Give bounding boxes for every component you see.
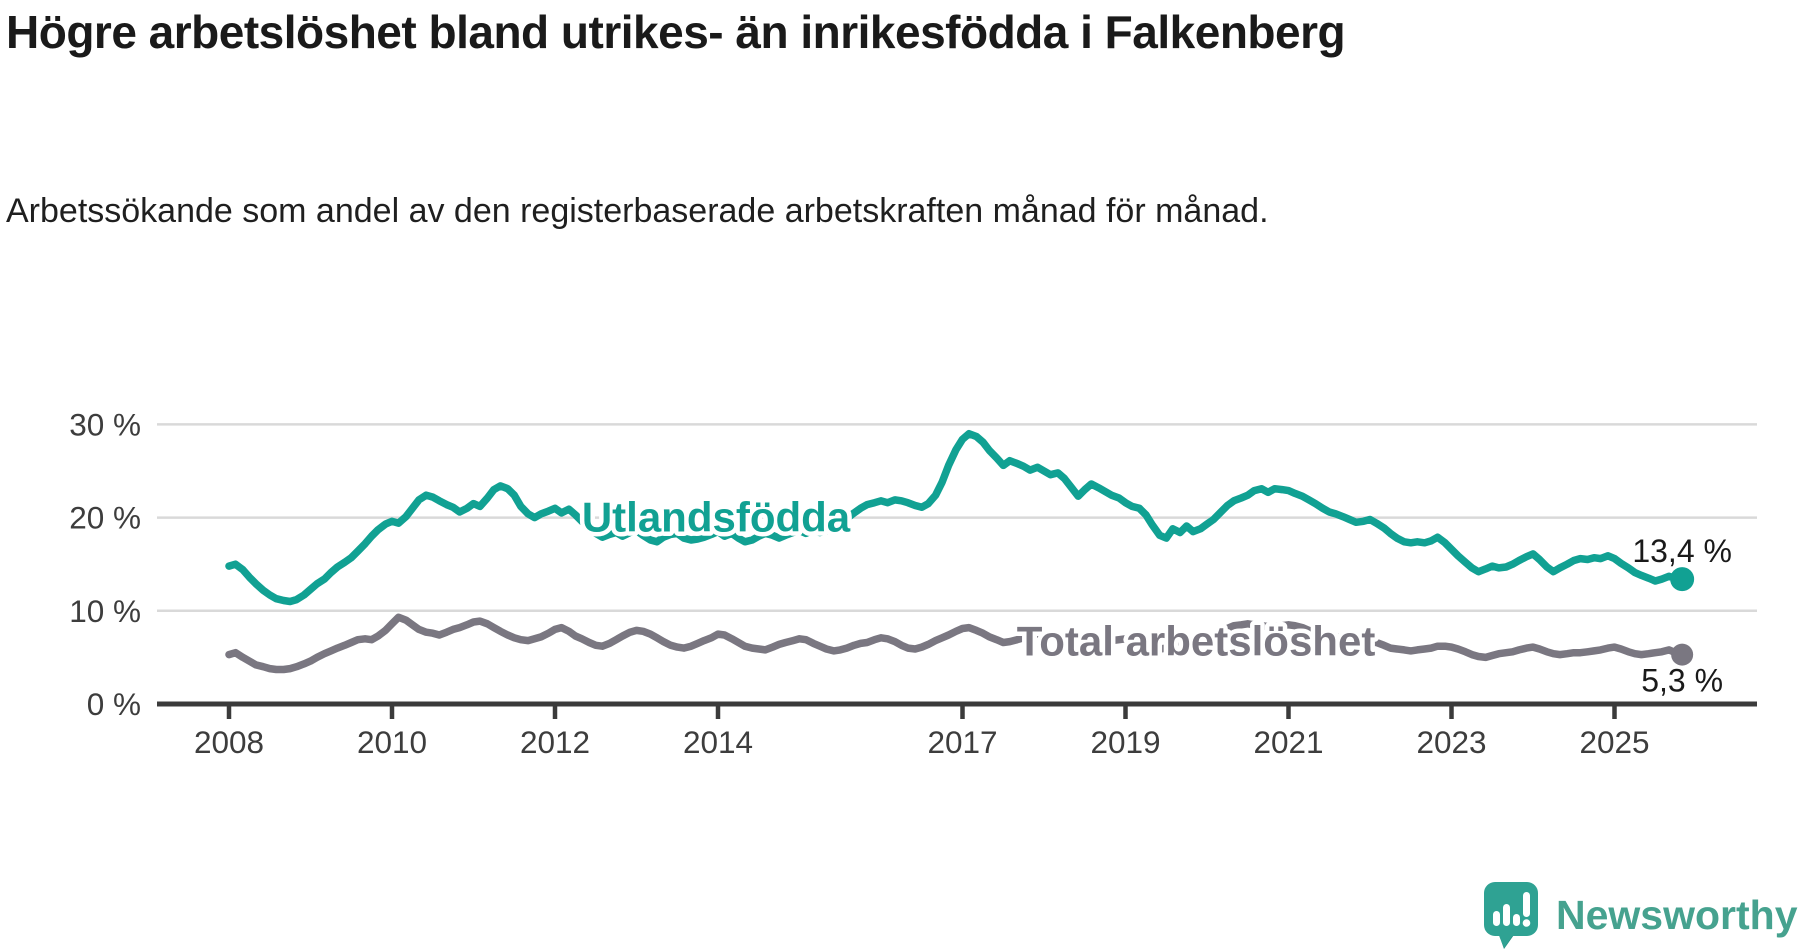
y-tick-label: 10 % [69,593,141,629]
end-dot-total [1671,643,1694,666]
x-tick-label: 2008 [194,724,264,760]
end-value-label-total: 5,3 % [1641,663,1723,699]
x-tick-label: 2017 [927,724,997,760]
x-tick-label: 2012 [520,724,590,760]
x-tick-label: 2025 [1579,724,1649,760]
logo-bar-3 [1513,914,1520,926]
logo-wordmark: Newsworthy [1556,892,1798,938]
x-tick-label: 2023 [1416,724,1486,760]
end-value-label-utlandsfodda: 13,4 % [1632,533,1732,569]
logo-exclamation-bar [1523,892,1530,917]
y-tick-label: 0 % [87,686,141,722]
x-tick-label: 2010 [357,724,427,760]
series-label-total: Total arbetslöshet [1017,618,1376,665]
end-dot-utlandsfodda [1670,567,1695,592]
logo-bar-1 [1493,911,1500,926]
page-subtitle: Arbetssökande som andel av den registerb… [6,192,1269,230]
x-tick-label: 2014 [683,724,753,760]
x-tick-label: 2021 [1253,724,1323,760]
logo-bar-2 [1503,904,1510,926]
line-utlandsfodda [225,429,1686,606]
newsworthy-chart-bubble-icon [1484,882,1538,949]
series-label-utlandsfodda: Utlandsfödda [582,494,851,541]
x-tick-label: 2019 [1090,724,1160,760]
y-tick-label: 20 % [69,500,141,536]
y-tick-label: 30 % [69,406,141,442]
line-total [225,613,1686,674]
page-title: Högre arbetslöshet bland utrikes- än inr… [6,6,1346,58]
newsworthy-logo: Newsworthy [1484,882,1798,949]
logo-exclamation-dot [1522,919,1531,927]
